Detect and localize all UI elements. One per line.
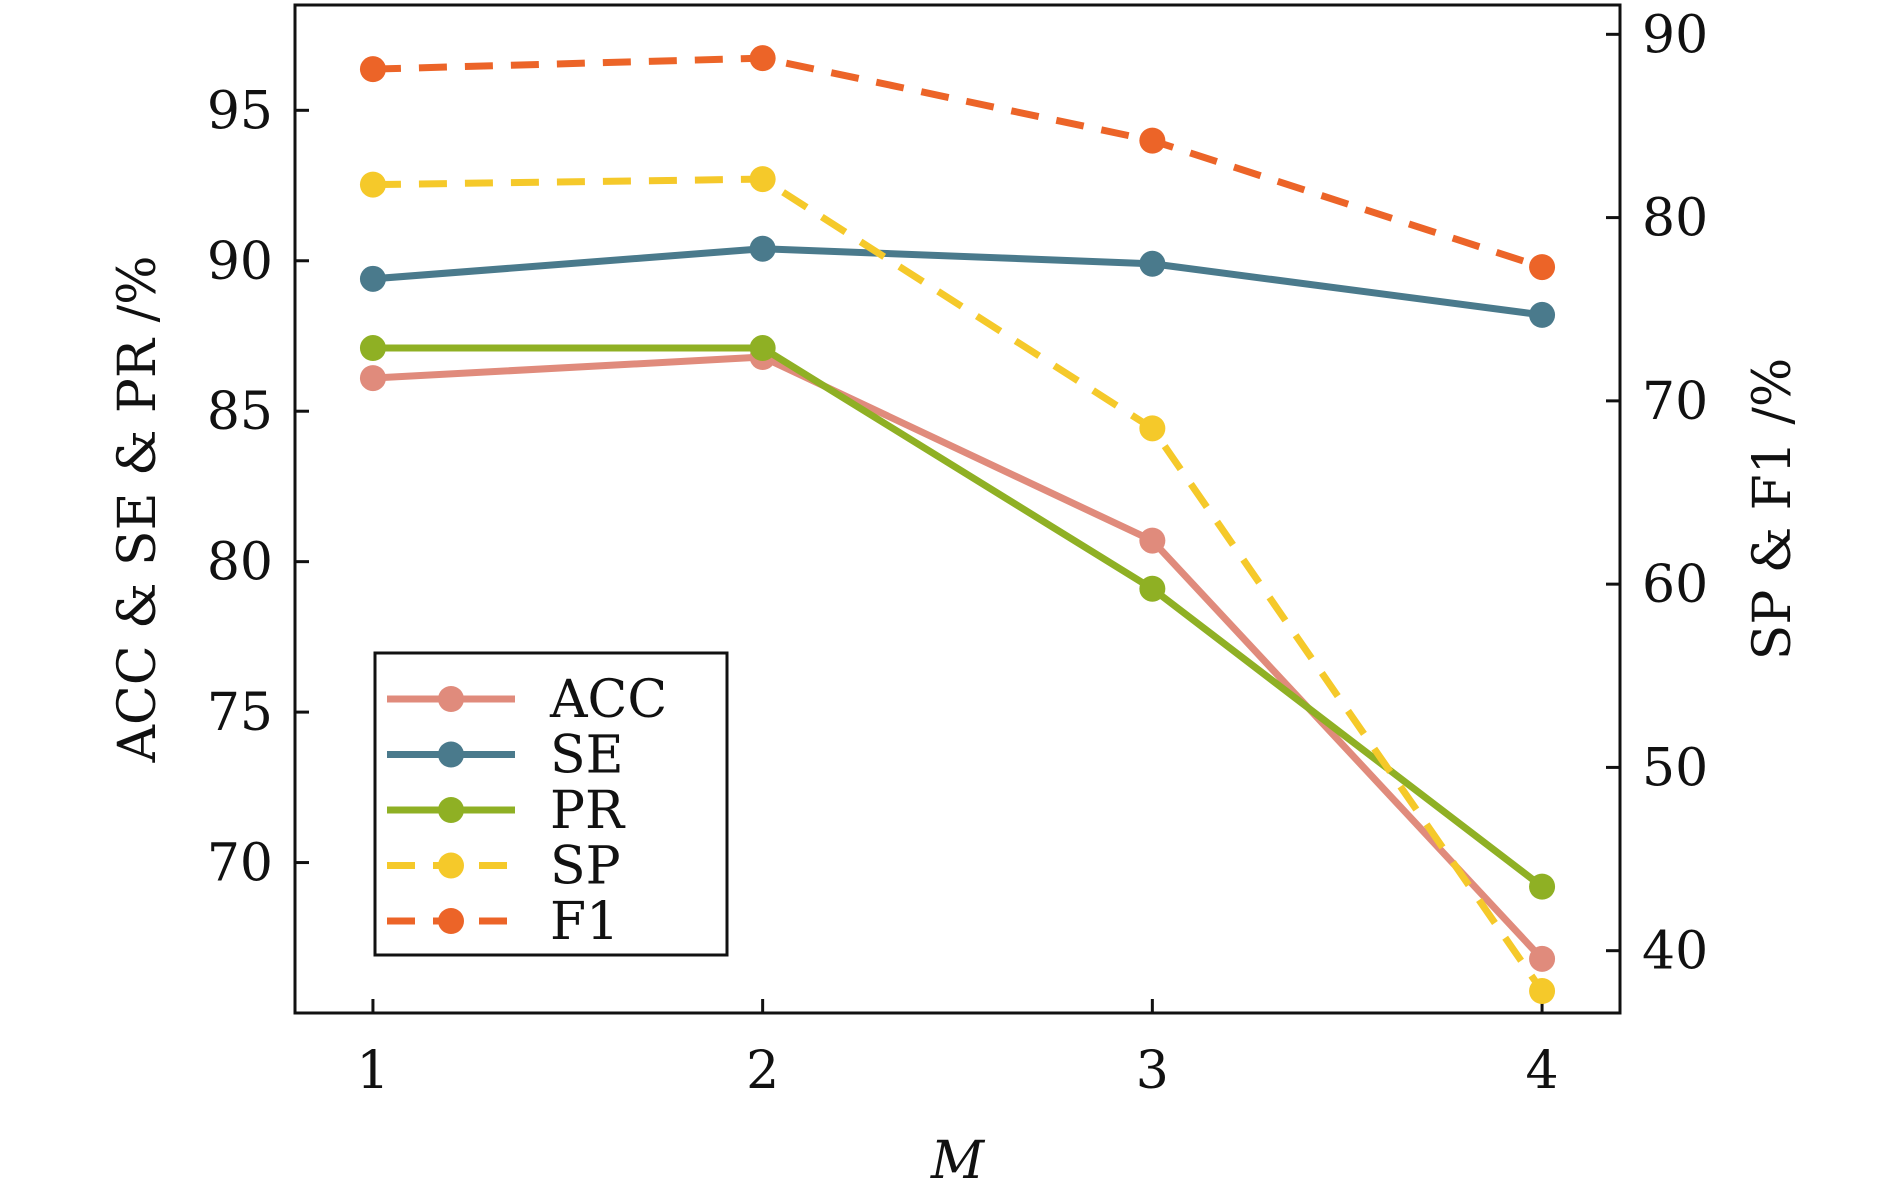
left-axis-ticks: 70 75 80 85 90 95 — [207, 81, 309, 894]
legend-marker-acc — [438, 686, 464, 712]
plot-frame — [293, 3, 1622, 1015]
x-axis-label: M — [930, 1131, 986, 1187]
data-point-sp — [359, 171, 386, 198]
data-point-sp — [749, 166, 776, 193]
series-layer — [359, 45, 1556, 1005]
data-point-se — [749, 235, 776, 262]
series-line-pr — [372, 344, 1545, 890]
left-tick-label: 90 — [207, 232, 273, 292]
left-tick-label: 95 — [207, 81, 273, 141]
legend-label-acc: ACC — [549, 670, 667, 730]
legend-marker-pr — [438, 797, 464, 823]
legend-label-pr: PR — [550, 781, 626, 841]
data-point-f1 — [359, 56, 386, 83]
legend-marker-se — [438, 741, 464, 768]
series-line-acc — [372, 353, 1545, 962]
data-point-f1 — [1139, 127, 1166, 154]
right-tick-label: 40 — [1642, 922, 1708, 982]
series-line-f1 — [372, 54, 1544, 271]
legend-label-se: SE — [550, 726, 624, 786]
data-point-sp — [1529, 978, 1556, 1005]
data-point-acc — [1529, 945, 1556, 972]
data-point-pr — [749, 335, 776, 362]
data-point-pr — [1139, 575, 1166, 602]
left-tick-label: 70 — [207, 834, 273, 894]
legend-marker-sp — [438, 852, 464, 879]
data-point-se — [359, 265, 386, 292]
x-axis-ticks: 1 2 3 4 — [356, 999, 1559, 1101]
legend-marker-f1 — [438, 908, 464, 934]
x-tick-label: 2 — [746, 1041, 779, 1101]
data-point-sp — [1139, 415, 1166, 442]
data-point-se — [1139, 250, 1166, 277]
legend-label-sp: SP — [550, 837, 621, 897]
right-tick-label: 90 — [1642, 5, 1708, 65]
right-tick-label: 50 — [1642, 738, 1708, 798]
data-point-acc — [359, 365, 386, 392]
legend-label-f1: F1 — [550, 892, 619, 952]
right-tick-label: 80 — [1642, 189, 1708, 249]
right-tick-label: 70 — [1642, 372, 1708, 432]
x-tick-label: 4 — [1526, 1041, 1559, 1101]
data-point-acc — [1139, 527, 1166, 554]
series-line-sp — [372, 175, 1545, 994]
data-point-f1 — [1529, 254, 1556, 281]
right-axis-ticks: 40 50 60 70 80 90 — [1606, 5, 1708, 982]
left-tick-label: 85 — [207, 382, 273, 442]
data-point-pr — [359, 335, 386, 362]
x-tick-label: 3 — [1136, 1041, 1169, 1101]
right-axis-label: SP & F1 /% — [1743, 358, 1803, 661]
series-line-se — [372, 245, 1543, 319]
data-point-pr — [1529, 873, 1556, 900]
legend-box — [373, 651, 729, 957]
left-tick-label: 80 — [207, 533, 273, 593]
data-point-se — [1529, 301, 1556, 328]
x-tick-label: 1 — [356, 1041, 389, 1101]
right-tick-label: 60 — [1642, 555, 1708, 615]
left-axis-label: ACC & SE & PR /% — [108, 256, 168, 764]
data-point-f1 — [749, 45, 776, 72]
left-tick-label: 75 — [207, 683, 273, 743]
